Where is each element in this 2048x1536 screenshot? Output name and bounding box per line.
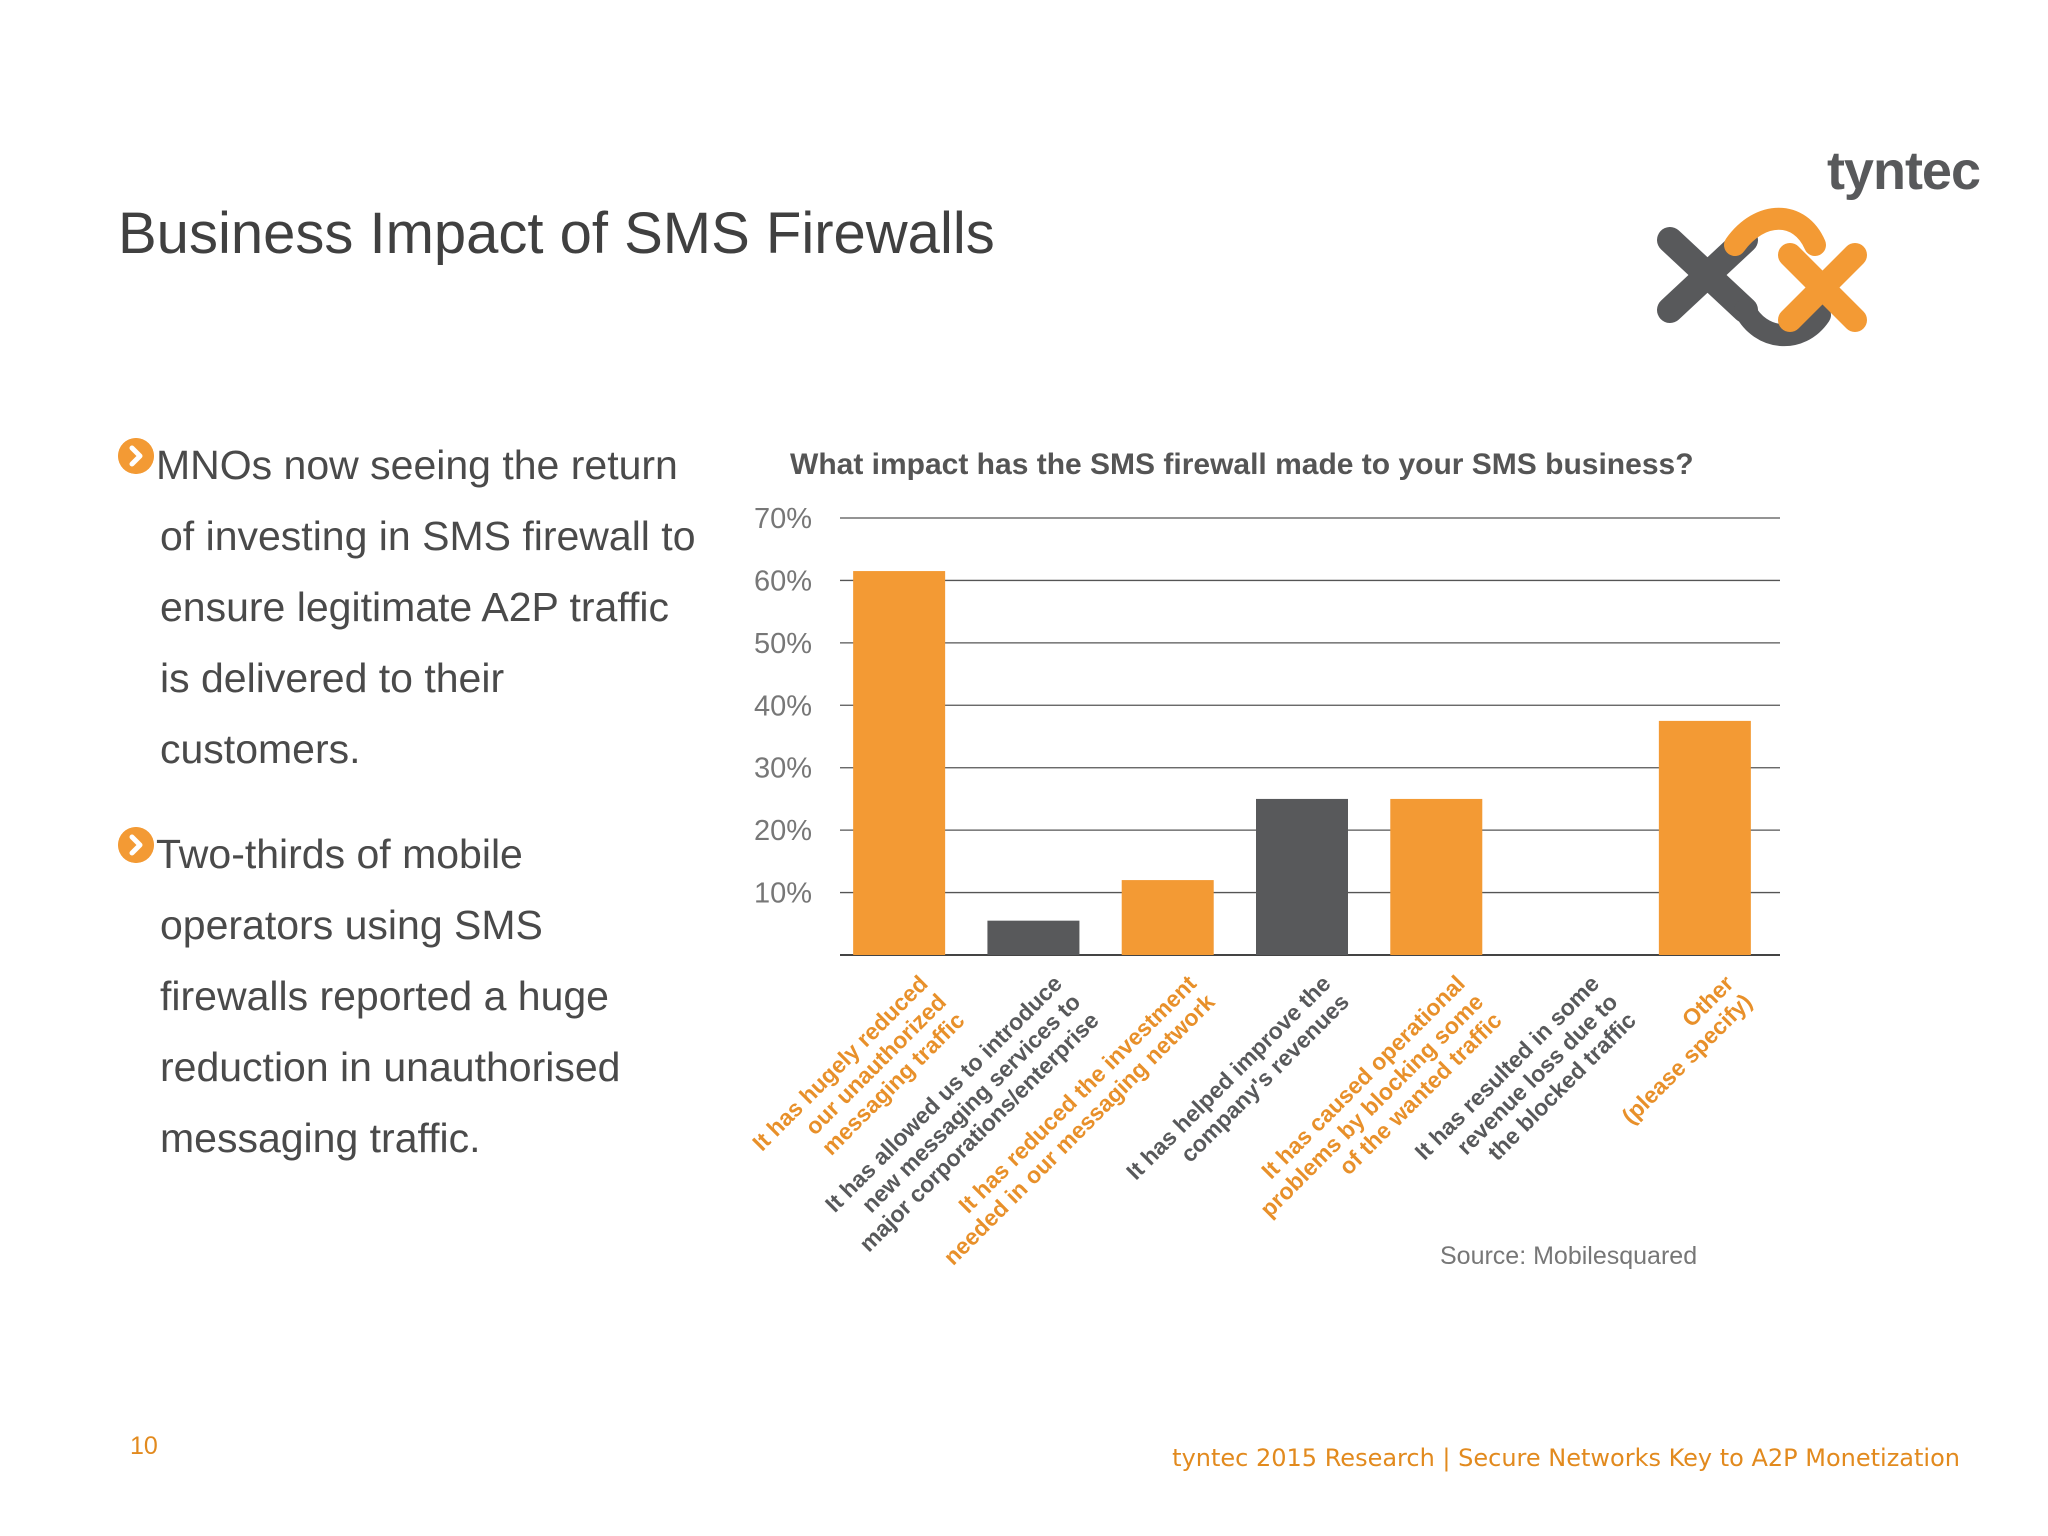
tyntec-logo: tyntec [1650,140,1981,350]
chevron-right-icon [118,438,154,474]
bar [853,571,946,955]
chart-source: Source: Mobilesquared [1440,1242,1698,1270]
bullet-text: MNOs now seeing the return of investing … [156,442,696,772]
bullet-list: MNOs now seeing the return of investing … [118,430,698,1208]
chart-title: What impact has the SMS firewall made to… [790,448,1694,481]
y-tick-label: 50% [754,628,812,660]
bullet-item: Two-thirds of mobile operators using SMS… [118,819,698,1174]
y-tick-label: 60% [754,565,812,597]
y-tick-label: 70% [754,503,812,535]
y-tick-label: 10% [754,878,812,910]
bullet-text: Two-thirds of mobile operators using SMS… [156,831,621,1161]
bar [987,920,1080,955]
chevron-right-icon [118,827,154,863]
bar [1256,798,1348,955]
y-tick-label: 30% [754,753,812,785]
logo-mark-icon [1657,207,1867,347]
bullet-item: MNOs now seeing the return of investing … [118,430,698,785]
bar [1658,720,1751,955]
page-number: 10 [130,1432,158,1460]
x-category-label: Other(please specify) [1598,970,1757,1129]
y-tick-label: 40% [754,690,812,722]
footer-text: tyntec 2015 Research | Secure Networks K… [1172,1444,1960,1472]
bar [1121,880,1214,955]
logo-text: tyntec [1826,141,1981,201]
slide-title: Business Impact of SMS Firewalls [118,201,995,266]
y-tick-label: 20% [754,815,812,847]
bar [1390,798,1483,955]
